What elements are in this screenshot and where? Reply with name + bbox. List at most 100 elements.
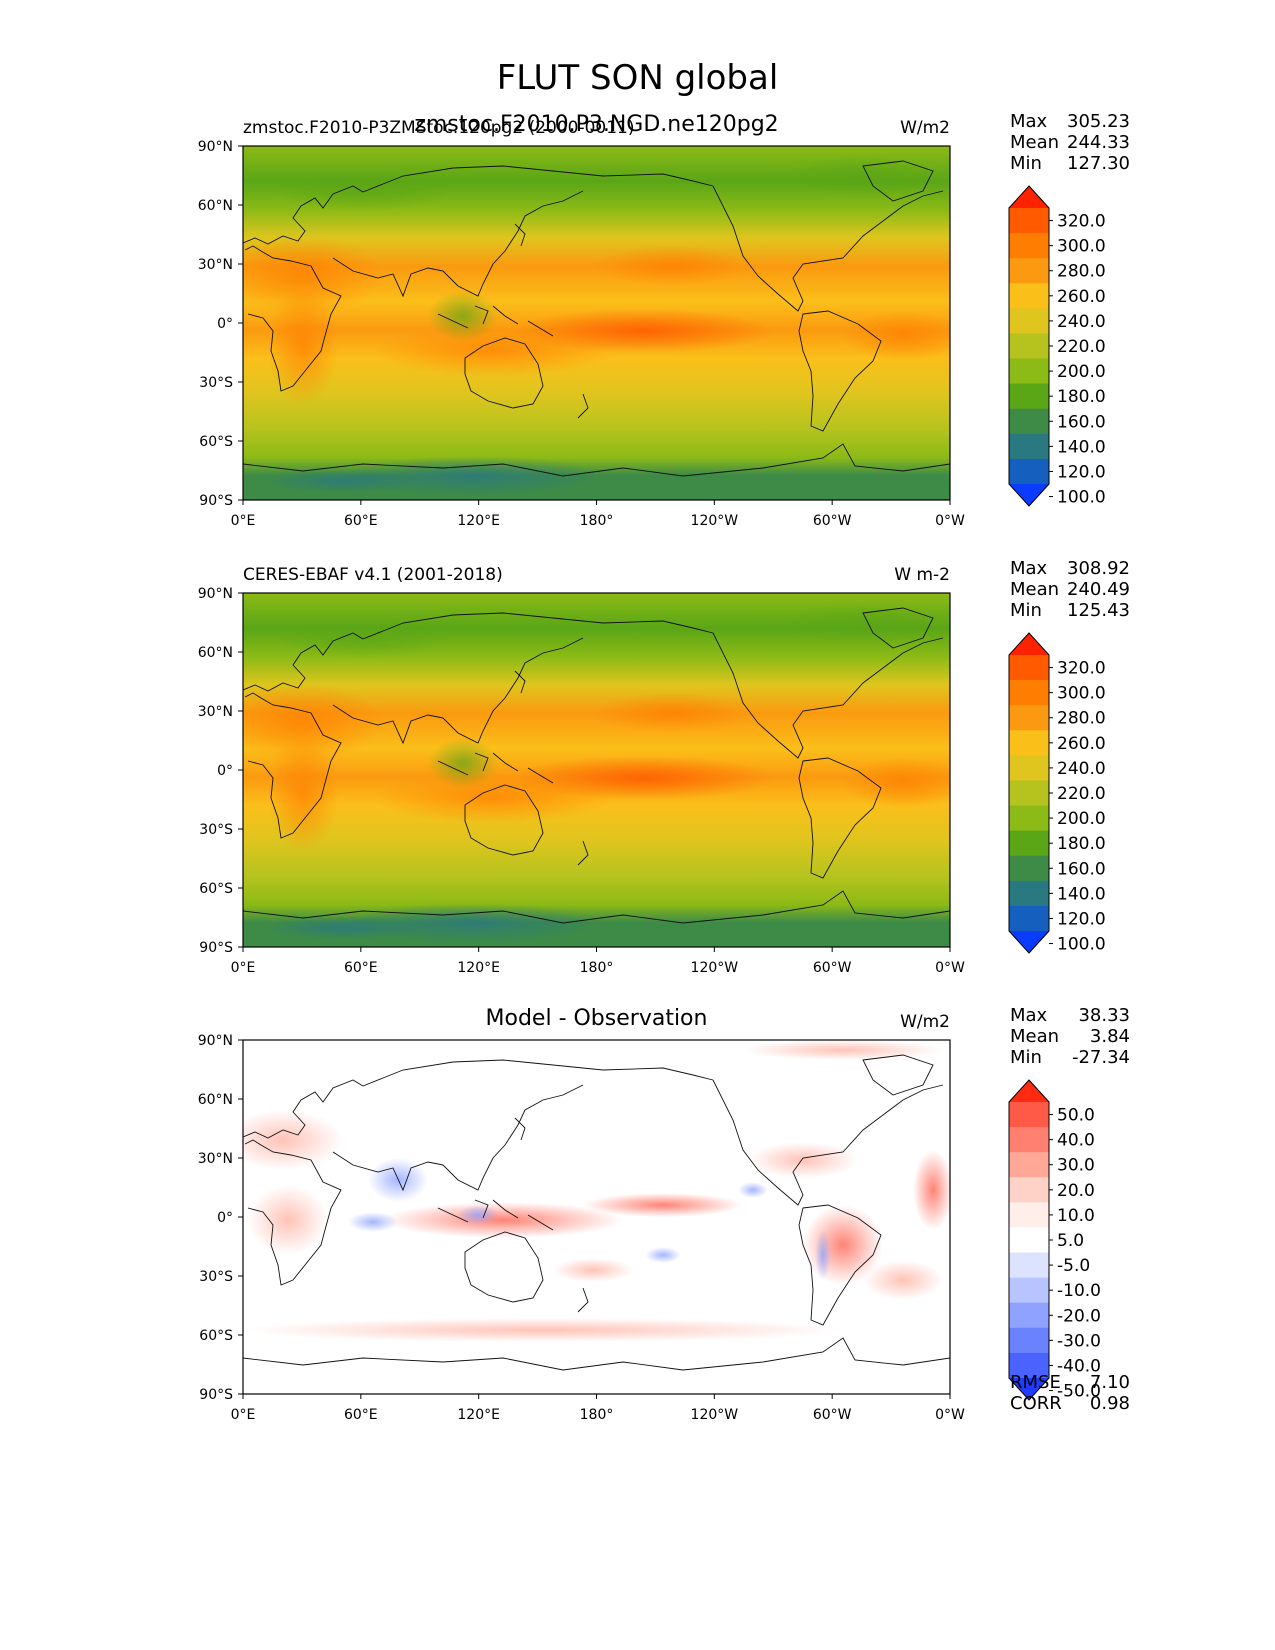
lat-60s-tick-label: 60°S (199, 434, 233, 450)
lon-0w-tick-label: 0°W (935, 1407, 965, 1423)
lon-180-tick-label: 180° (580, 960, 614, 976)
lat-30n-tick-label: 30°N (198, 257, 233, 273)
lon-60e-tick-label: 60°E (344, 960, 378, 976)
colorbar-tick-label: 10.0 (1057, 1206, 1095, 1226)
stat-value: 0.98 (1089, 1393, 1130, 1414)
lat-30n-tick-label: 30°N (198, 1151, 233, 1167)
lon-180-tick-label: 180° (580, 1407, 614, 1423)
colorbar-tick-label: 220.0 (1057, 784, 1106, 804)
colorbar-diff: 50.0 40.0 30.0 20.0 10.0 5.0 -5.0 -10.0 -20.0 -30… (1008, 1079, 1101, 1402)
stat-value: -27.34 (1071, 1047, 1130, 1068)
colorbar-tick-label: -50.0 (1057, 1382, 1101, 1402)
panel-title-left: zmstoc.F2010-P3ZMStoc.120pg2 (2000-0011) (243, 118, 635, 138)
colorbar-tick-label: 160.0 (1057, 412, 1106, 432)
colorbar-tick-label: 280.0 (1057, 262, 1106, 282)
stat-label: Max (1010, 111, 1048, 132)
colorbar-tick-label: -10.0 (1057, 1281, 1101, 1301)
colorbar-tick-label: 240.0 (1057, 312, 1106, 332)
lat-0-tick-label: 0° (217, 1210, 233, 1226)
colorbar-tick-label: 220.0 (1057, 337, 1106, 357)
lat-60s-tick-label: 60°S (199, 881, 233, 897)
lon-60e-tick-label: 60°E (344, 513, 378, 529)
stat-label: Mean (1010, 579, 1060, 600)
figure-title: FLUT SON global (496, 58, 779, 98)
colorbar-tick-label: 200.0 (1057, 809, 1106, 829)
colorbar-tick-label: 20.0 (1057, 1181, 1095, 1201)
lon-0e-tick-label: 0°E (231, 513, 256, 529)
stat-value: 244.33 (1067, 132, 1130, 153)
colorbar-tick-label: -5.0 (1057, 1256, 1090, 1276)
colorbar-tick-label: 30.0 (1057, 1156, 1095, 1176)
stat-value: 7.10 (1089, 1372, 1130, 1393)
lon-180-tick-label: 180° (580, 513, 614, 529)
lat-30s-tick-label: 30°S (199, 822, 233, 838)
lon-0w-tick-label: 0°W (935, 513, 965, 529)
colorbar-tick-label: 160.0 (1057, 859, 1106, 879)
colorbar-tick-label: -40.0 (1057, 1356, 1101, 1376)
panel-title-center: zmstoc.F2010.P3.NGD.ne120pg2 (414, 112, 779, 137)
lat-30n-tick-label: 30°N (198, 704, 233, 720)
colorbar-tick-label: 300.0 (1057, 237, 1106, 257)
lat-30s-tick-label: 30°S (199, 375, 233, 391)
panel-title-left: CERES-EBAF v4.1 (2001-2018) (243, 565, 503, 585)
lon-120e-tick-label: 120°E (457, 1407, 500, 1423)
colorbar-tick-label: 120.0 (1057, 462, 1106, 482)
lon-0e-tick-label: 0°E (231, 960, 256, 976)
colorbar-tick-label: 320.0 (1057, 212, 1106, 232)
stat-value: 125.43 (1067, 600, 1130, 621)
lon-120e-tick-label: 120°E (457, 960, 500, 976)
colorbar-tick-label: 180.0 (1057, 834, 1106, 854)
stat-label: Min (1010, 1047, 1042, 1068)
lat-0-tick-label: 0° (217, 763, 233, 779)
lat-60n-tick-label: 60°N (198, 645, 233, 661)
colorbar-tick-label: 140.0 (1057, 437, 1106, 457)
colorbar-model: 320.0 300.0 280.0 260.0 240.0 220.0 200.0 180.0… (1008, 185, 1106, 508)
stat-label: Max (1010, 1005, 1048, 1026)
colorbar-tick-label: 50.0 (1057, 1106, 1095, 1126)
stat-value: 308.92 (1067, 558, 1130, 579)
panel-units: W m-2 (894, 565, 950, 585)
colorbar-tick-label: 100.0 (1057, 935, 1106, 955)
lon-60w-tick-label: 60°W (813, 960, 852, 976)
lon-60w-tick-label: 60°W (813, 1407, 852, 1423)
map-diff: 90°N 60°N 30°N 0° 30°S 60°S 90°S 0°E 60°E 120°E 18… (198, 1033, 965, 1423)
map-model: 90°N 60°N 30°N 0° 30°S 60°S 90°S 0°E 60°E 120°E 18… (198, 139, 965, 529)
colorbar-tick-label: 100.0 (1057, 488, 1106, 508)
lon-0e-tick-label: 0°E (231, 1407, 256, 1423)
lat-30s-tick-label: 30°S (199, 1269, 233, 1285)
lat-90s-tick-label: 90°S (199, 1387, 233, 1403)
colorbar-tick-label: 120.0 (1057, 909, 1106, 929)
colorbar-tick-label: 200.0 (1057, 362, 1106, 382)
stat-value: 127.30 (1067, 153, 1130, 174)
colorbar-tick-label: 260.0 (1057, 287, 1106, 307)
colorbar-tick-label: -30.0 (1057, 1331, 1101, 1351)
lat-0-tick-label: 0° (217, 316, 233, 332)
lat-90s-tick-label: 90°S (199, 493, 233, 509)
lon-60w-tick-label: 60°W (813, 513, 852, 529)
lat-60n-tick-label: 60°N (198, 1092, 233, 1108)
stat-value: 3.84 (1089, 1026, 1130, 1047)
stat-label: CORR (1010, 1393, 1062, 1414)
stat-value: 240.49 (1067, 579, 1130, 600)
colorbar-tick-label: 280.0 (1057, 709, 1106, 729)
colorbar-tick-label: -20.0 (1057, 1306, 1101, 1326)
colorbar-tick-label: 5.0 (1057, 1231, 1084, 1251)
stat-value: 305.23 (1067, 111, 1130, 132)
stat-value: 38.33 (1078, 1005, 1130, 1026)
panel-title-center: Model - Observation (485, 1006, 708, 1031)
lon-60e-tick-label: 60°E (344, 1407, 378, 1423)
lat-90n-tick-label: 90°N (198, 1033, 233, 1049)
colorbar-tick-label: 180.0 (1057, 387, 1106, 407)
stat-label: Mean (1010, 1026, 1060, 1047)
map-obs: 90°N 60°N 30°N 0° 30°S 60°S 90°S 0°E 60°E 120°E 18… (198, 586, 965, 976)
panel-units: W/m2 (900, 118, 950, 138)
stat-label: RMSE (1010, 1372, 1061, 1393)
lon-120w-tick-label: 120°W (691, 1407, 739, 1423)
lon-120e-tick-label: 120°E (457, 513, 500, 529)
lon-120w-tick-label: 120°W (691, 960, 739, 976)
lat-60n-tick-label: 60°N (198, 198, 233, 214)
lat-90s-tick-label: 90°S (199, 940, 233, 956)
lon-0w-tick-label: 0°W (935, 960, 965, 976)
lat-90n-tick-label: 90°N (198, 586, 233, 602)
